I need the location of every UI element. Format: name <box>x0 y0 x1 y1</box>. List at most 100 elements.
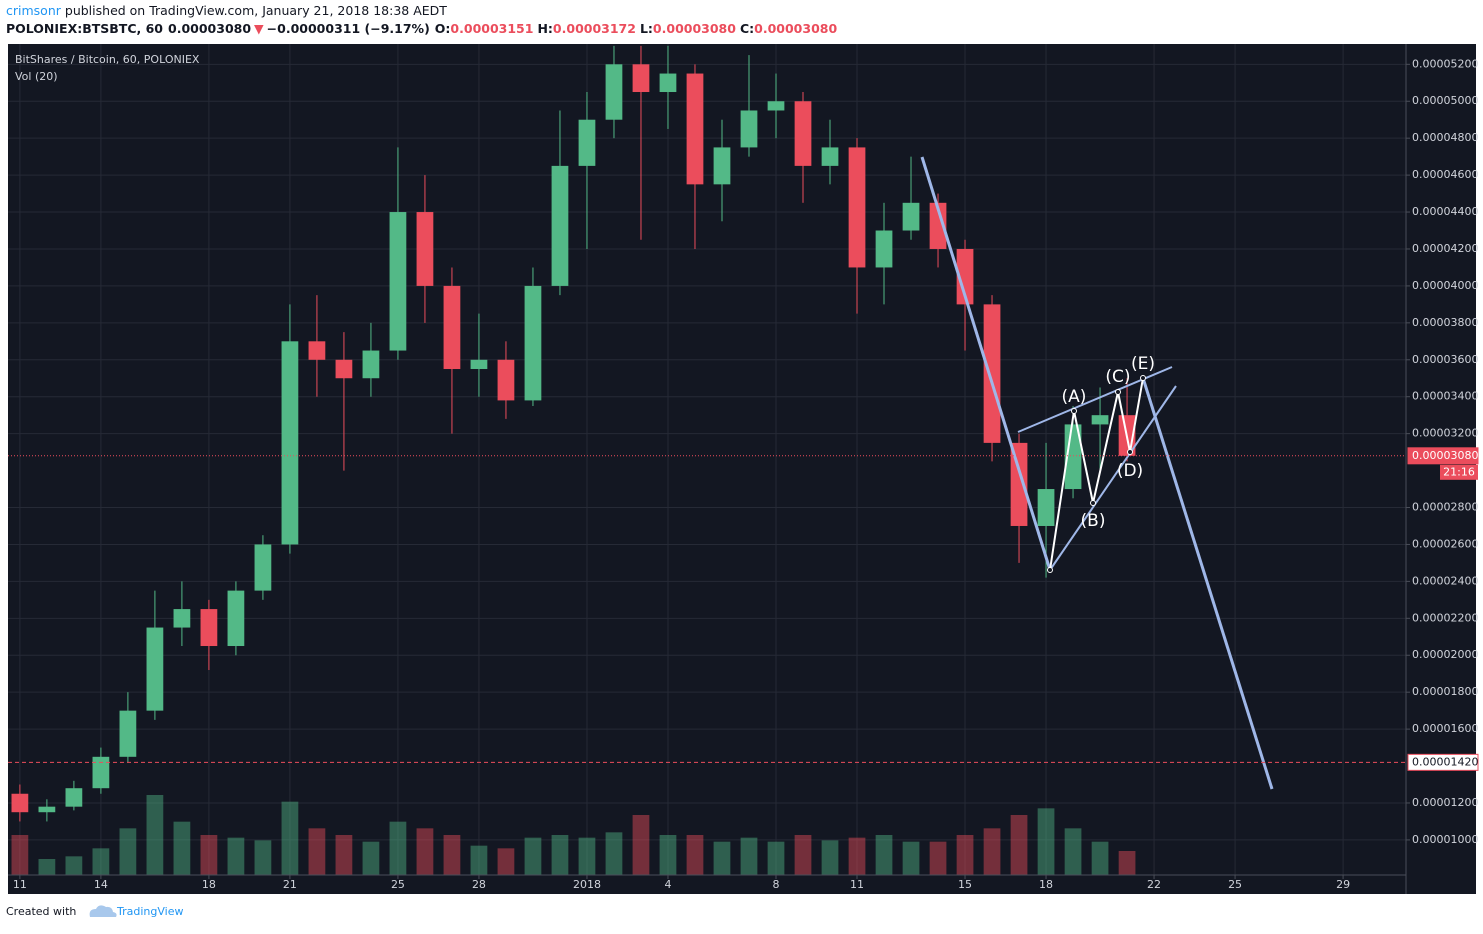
last: 0.00003080 <box>168 21 251 36</box>
candle-body <box>578 119 596 166</box>
volume-bar <box>686 835 704 875</box>
wave-point <box>1140 375 1146 381</box>
candle-body <box>281 341 299 545</box>
volume-bar <box>1064 828 1082 875</box>
volume-bar <box>38 859 56 875</box>
footer-brand[interactable]: TradingView <box>116 905 183 918</box>
chart-area <box>8 44 1476 894</box>
trend-line <box>920 156 1052 571</box>
x-tick-label: 25 <box>1228 878 1242 891</box>
trend-line <box>1141 377 1274 790</box>
volume-bar <box>632 815 650 875</box>
candle-body <box>767 101 785 111</box>
header-line: crimsonr published on TradingView.com, Ja… <box>6 3 447 18</box>
annotation: (A) <box>1062 387 1087 407</box>
volume-bar <box>389 821 407 875</box>
y-tick-label: 0.00004200 <box>1412 242 1478 255</box>
x-tick-label: 15 <box>958 878 972 891</box>
volume-bar <box>551 835 569 875</box>
l-label: L: <box>640 21 653 36</box>
volume-bar <box>416 828 434 875</box>
volume-bar <box>578 837 596 875</box>
annotation: (E) <box>1131 354 1155 374</box>
candles <box>11 45 1136 822</box>
logo[interactable] <box>89 905 117 917</box>
candle-body <box>119 710 137 757</box>
candle-body <box>497 359 515 401</box>
volume-bar <box>794 835 812 875</box>
candle-body <box>173 609 191 628</box>
candle-body <box>65 788 83 807</box>
y-tick-label: 0.00002000 <box>1412 648 1478 661</box>
volume-bar <box>200 835 218 875</box>
price-label-box <box>1407 447 1479 465</box>
candle-body <box>551 165 569 286</box>
y-tick-label: 0.00001000 <box>1412 833 1478 846</box>
volume-bar <box>11 835 29 875</box>
chart-title: BitShares / Bitcoin, 60, POLONIEX <box>15 53 200 66</box>
candle-body <box>308 341 326 360</box>
volume-bar <box>821 840 839 875</box>
candle-body <box>740 110 758 148</box>
x-tick-label: 14 <box>94 878 108 891</box>
x-tick-label: 2018 <box>573 878 601 891</box>
annotation: (C) <box>1105 367 1130 387</box>
y-tick-label: 0.00002200 <box>1412 611 1478 624</box>
volume-bar <box>92 848 110 875</box>
x-tick-label: 18 <box>202 878 216 891</box>
candle-body <box>713 147 731 185</box>
candle-body <box>389 212 407 351</box>
candle-body <box>632 64 650 93</box>
candle-body <box>659 73 677 93</box>
annotation: (B) <box>1081 511 1106 531</box>
candle-body <box>956 248 974 305</box>
x-tick-label: 29 <box>1336 878 1350 891</box>
y-tick-label: 0.00002400 <box>1412 574 1478 587</box>
published: published on TradingView.com, January 21… <box>65 3 447 18</box>
y-tick-label: 0.00004400 <box>1412 205 1478 218</box>
candle-body <box>794 101 812 166</box>
l-value: 0.00003080 <box>653 21 736 36</box>
candle-body <box>1037 489 1055 526</box>
time-label-box <box>1440 464 1478 480</box>
candle-body <box>929 202 947 249</box>
candle-body <box>821 147 839 166</box>
y-tick-label: 0.00003800 <box>1412 316 1478 329</box>
o-label: O: <box>435 21 451 36</box>
y-tick-label: 0.00004600 <box>1412 168 1478 181</box>
c-value: 0.00003080 <box>754 21 837 36</box>
wave-point <box>1047 567 1053 573</box>
candle-body <box>686 73 704 185</box>
volume-bar <box>335 835 353 875</box>
volume-bar <box>956 835 974 875</box>
y-tick-label: 0.00001600 <box>1412 722 1478 735</box>
change: −0.00000311 (−9.17%) <box>267 21 430 36</box>
y-tick-label: 0.00003600 <box>1412 353 1478 366</box>
candle-body <box>1091 415 1109 425</box>
drawings <box>920 156 1274 790</box>
h-label: H: <box>537 21 552 36</box>
candle-body <box>470 359 488 370</box>
volume-bar <box>659 835 677 875</box>
volume-bar <box>1010 815 1028 875</box>
x-tick-label: 22 <box>1147 878 1161 891</box>
volume-bar <box>470 845 488 875</box>
c-label: C: <box>740 21 754 36</box>
candle-body <box>227 590 245 647</box>
x-tick-label: 21 <box>283 878 297 891</box>
x-tick-label: 28 <box>472 878 486 891</box>
user[interactable]: crimsonr <box>6 3 62 18</box>
y-tick-label: 0.00001800 <box>1412 685 1478 698</box>
y-tick-label: 0.00003400 <box>1412 390 1478 403</box>
header-line: POLONIEX:BTSBTC, 60 0.00003080 ▼ −0.0000031… <box>6 21 837 36</box>
volume-bar <box>227 837 245 875</box>
volume-bar <box>605 832 623 875</box>
volume-bar <box>1118 851 1136 875</box>
volume-bar <box>254 840 272 875</box>
x-tick-label: 8 <box>772 878 779 891</box>
candle-body <box>902 202 920 231</box>
volume-bar <box>875 835 893 875</box>
wave-path <box>1049 377 1144 571</box>
wave-point <box>1090 500 1096 506</box>
